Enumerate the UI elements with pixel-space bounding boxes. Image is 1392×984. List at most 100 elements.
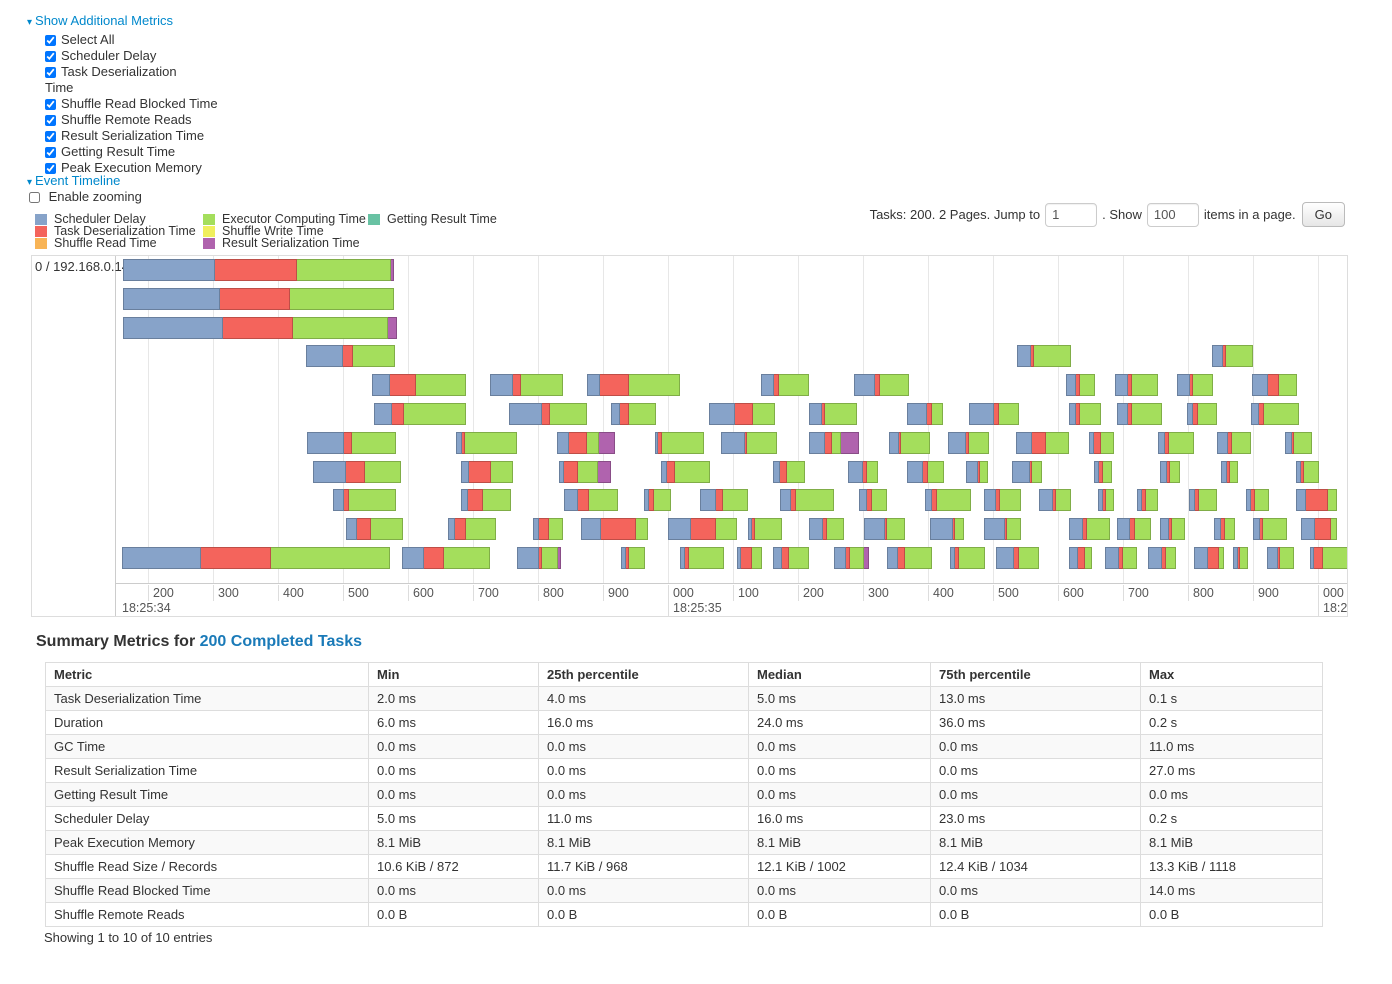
task-bar[interactable] xyxy=(1069,547,1092,569)
task-bar[interactable] xyxy=(887,547,932,569)
task-bar[interactable] xyxy=(374,403,466,425)
task-bar[interactable] xyxy=(1117,403,1162,425)
jump-to-page-input[interactable] xyxy=(1045,202,1098,227)
task-bar[interactable] xyxy=(517,547,561,569)
metric-checkbox-scheduler-delay[interactable] xyxy=(45,51,56,62)
task-bar[interactable] xyxy=(1301,518,1337,540)
task-bar[interactable] xyxy=(721,432,777,454)
task-bar[interactable] xyxy=(1194,547,1224,569)
task-bar[interactable] xyxy=(1115,374,1158,396)
task-bar[interactable] xyxy=(621,547,645,569)
task-bar[interactable] xyxy=(1267,547,1294,569)
task-bar[interactable] xyxy=(1148,547,1176,569)
task-bar[interactable] xyxy=(930,518,964,540)
task-bar[interactable] xyxy=(611,403,656,425)
task-bar[interactable] xyxy=(1221,461,1238,483)
task-bar[interactable] xyxy=(1158,432,1194,454)
task-bar[interactable] xyxy=(984,489,1021,511)
completed-tasks-link[interactable]: 200 Completed Tasks xyxy=(199,633,363,650)
task-bar[interactable] xyxy=(700,489,748,511)
task-bar[interactable] xyxy=(907,461,944,483)
event-timeline-toggle[interactable]: ▾ Event Timeline xyxy=(27,173,121,188)
task-bar[interactable] xyxy=(1117,518,1151,540)
task-bar[interactable] xyxy=(948,432,989,454)
task-bar[interactable] xyxy=(950,547,985,569)
task-bar[interactable] xyxy=(773,461,805,483)
enable-zooming-checkbox[interactable] xyxy=(29,192,40,203)
task-bar[interactable] xyxy=(509,403,587,425)
task-bar[interactable] xyxy=(984,518,1021,540)
task-bar[interactable] xyxy=(1039,489,1071,511)
task-bar[interactable] xyxy=(761,374,809,396)
task-bar[interactable] xyxy=(1189,489,1217,511)
task-bar[interactable] xyxy=(1105,547,1137,569)
task-bar[interactable] xyxy=(780,489,834,511)
task-bar[interactable] xyxy=(966,461,988,483)
task-bar[interactable] xyxy=(969,403,1019,425)
task-bar[interactable] xyxy=(1098,489,1114,511)
task-bar[interactable] xyxy=(925,489,971,511)
task-bar[interactable] xyxy=(564,489,618,511)
task-bar[interactable] xyxy=(587,374,680,396)
task-bar[interactable] xyxy=(1187,403,1217,425)
task-bar[interactable] xyxy=(859,489,887,511)
metric-checkbox-peak-execution-memory[interactable] xyxy=(45,163,56,174)
task-bar[interactable] xyxy=(123,317,397,339)
task-bar[interactable] xyxy=(333,489,396,511)
go-button[interactable]: Go xyxy=(1301,202,1345,227)
task-bar[interactable] xyxy=(1069,518,1110,540)
task-bar[interactable] xyxy=(1214,518,1235,540)
task-bar[interactable] xyxy=(456,432,517,454)
metric-checkbox-select-all[interactable] xyxy=(45,35,56,46)
task-bar[interactable] xyxy=(1137,489,1158,511)
metric-checkbox-task-deserialization-time[interactable] xyxy=(45,67,56,78)
task-bar[interactable] xyxy=(644,489,671,511)
task-bar[interactable] xyxy=(1253,518,1287,540)
task-bar[interactable] xyxy=(581,518,648,540)
task-bar[interactable] xyxy=(1069,403,1101,425)
task-bar[interactable] xyxy=(402,547,490,569)
task-bar[interactable] xyxy=(1016,432,1069,454)
task-bar[interactable] xyxy=(1310,547,1347,569)
task-bar[interactable] xyxy=(1296,461,1319,483)
items-per-page-input[interactable] xyxy=(1146,202,1199,227)
task-bar[interactable] xyxy=(737,547,762,569)
task-bar[interactable] xyxy=(1089,432,1114,454)
task-bar[interactable] xyxy=(490,374,563,396)
task-bar[interactable] xyxy=(1012,461,1042,483)
task-bar[interactable] xyxy=(533,518,563,540)
task-bar[interactable] xyxy=(372,374,466,396)
task-bar[interactable] xyxy=(907,403,943,425)
task-bar[interactable] xyxy=(773,547,809,569)
task-bar[interactable] xyxy=(661,461,710,483)
task-bar[interactable] xyxy=(889,432,930,454)
task-bar[interactable] xyxy=(557,432,615,454)
task-bar[interactable] xyxy=(307,432,396,454)
task-bar[interactable] xyxy=(748,518,782,540)
task-bar[interactable] xyxy=(1233,547,1248,569)
metric-checkbox-shuffle-remote-reads[interactable] xyxy=(45,115,56,126)
task-bar[interactable] xyxy=(668,518,737,540)
task-bar[interactable] xyxy=(1251,403,1299,425)
task-bar[interactable] xyxy=(313,461,401,483)
task-bar[interactable] xyxy=(1160,461,1180,483)
task-bar[interactable] xyxy=(1094,461,1112,483)
task-bar[interactable] xyxy=(559,461,611,483)
task-bar[interactable] xyxy=(655,432,704,454)
task-bar[interactable] xyxy=(1066,374,1095,396)
task-bar[interactable] xyxy=(1217,432,1251,454)
task-bar[interactable] xyxy=(1252,374,1297,396)
task-bar[interactable] xyxy=(461,461,513,483)
metric-checkbox-shuffle-read-blocked-time[interactable] xyxy=(45,99,56,110)
task-bar[interactable] xyxy=(809,403,857,425)
task-bar[interactable] xyxy=(346,518,403,540)
task-bar[interactable] xyxy=(809,432,859,454)
task-bar[interactable] xyxy=(1212,345,1253,367)
task-bar[interactable] xyxy=(848,461,878,483)
task-bar[interactable] xyxy=(123,288,394,310)
task-bar[interactable] xyxy=(864,518,905,540)
task-bar[interactable] xyxy=(461,489,511,511)
metric-checkbox-result-serialization-time[interactable] xyxy=(45,131,56,142)
metric-checkbox-getting-result-time[interactable] xyxy=(45,147,56,158)
task-bar[interactable] xyxy=(122,547,390,569)
